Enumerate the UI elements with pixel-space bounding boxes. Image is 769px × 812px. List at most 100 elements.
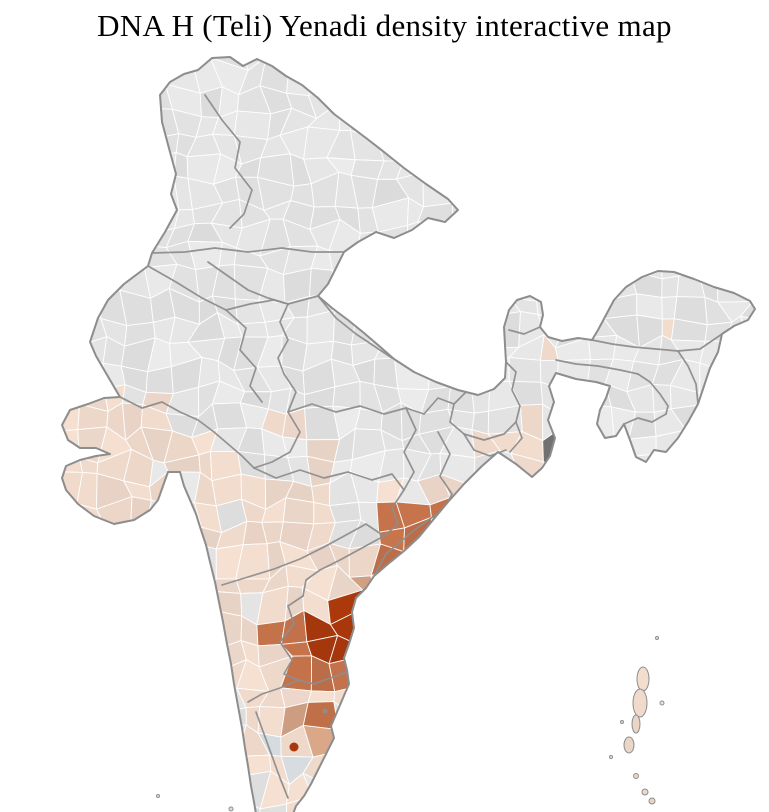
district-cell[interactable] [540, 550, 572, 573]
district-cell[interactable] [357, 799, 387, 812]
district-cell[interactable] [349, 656, 385, 689]
district-cell[interactable] [716, 449, 747, 480]
district-cell[interactable] [722, 659, 753, 684]
district-cell[interactable] [519, 68, 543, 95]
district-cell[interactable] [209, 590, 243, 617]
district-cell[interactable] [329, 269, 359, 297]
district-cell[interactable] [716, 242, 751, 271]
district-cell[interactable] [722, 640, 753, 668]
district-cell[interactable] [97, 590, 133, 624]
district-cell[interactable] [424, 341, 446, 371]
district-cell[interactable] [0, 273, 16, 302]
district-cell[interactable] [579, 663, 612, 688]
district-cell[interactable] [649, 495, 685, 525]
little-andaman[interactable] [623, 736, 635, 754]
district-cell[interactable] [106, 69, 128, 88]
district-cell[interactable] [51, 731, 79, 760]
district-cell[interactable] [738, 404, 769, 429]
district-cell[interactable] [487, 620, 515, 645]
district-cell[interactable] [695, 94, 731, 115]
district-cell[interactable] [348, 713, 386, 739]
district-cell[interactable] [375, 274, 402, 294]
district-cell[interactable] [514, 480, 543, 508]
district-cell[interactable] [190, 661, 226, 690]
district-cell[interactable] [600, 241, 632, 272]
district-cell[interactable] [14, 382, 36, 412]
district-cell[interactable] [100, 151, 131, 184]
district-cell[interactable] [623, 476, 654, 500]
district-cell[interactable] [77, 710, 104, 738]
district-cell[interactable] [395, 65, 431, 97]
islet-4[interactable] [609, 755, 613, 759]
district-cell[interactable] [446, 594, 475, 621]
district-cell[interactable] [540, 183, 572, 203]
district-cell[interactable] [33, 663, 64, 685]
district-cell[interactable] [567, 802, 588, 812]
district-cell[interactable] [720, 126, 747, 165]
district-cell[interactable] [671, 134, 705, 160]
district-cell[interactable] [657, 152, 676, 186]
district-cell[interactable] [0, 183, 11, 204]
district-cell[interactable] [655, 610, 684, 639]
district-cell[interactable] [579, 633, 615, 669]
district-cell[interactable] [78, 86, 109, 118]
district-cell[interactable] [520, 158, 544, 187]
district-cell[interactable] [360, 750, 381, 781]
district-cell[interactable] [3, 684, 37, 716]
district-cell[interactable] [418, 275, 447, 289]
district-cell[interactable] [743, 150, 769, 184]
district-cell[interactable] [14, 517, 39, 548]
district-cell[interactable] [601, 781, 629, 800]
district-cell[interactable] [624, 516, 654, 551]
district-cell[interactable] [446, 219, 472, 246]
district-cell[interactable] [486, 178, 522, 200]
district-cell[interactable] [28, 312, 65, 348]
district-cell[interactable] [661, 275, 680, 298]
district-cell[interactable] [3, 188, 34, 202]
district-cell[interactable] [50, 550, 85, 571]
district-cell[interactable] [486, 160, 524, 187]
district-cell[interactable] [469, 176, 503, 211]
district-cell[interactable] [372, 103, 410, 141]
district-cell[interactable] [674, 612, 700, 637]
district-cell[interactable] [488, 224, 518, 255]
district-cell[interactable] [509, 751, 549, 780]
district-cell[interactable] [402, 87, 431, 108]
district-cell[interactable] [190, 639, 225, 670]
district-cell[interactable] [603, 293, 638, 320]
district-cell[interactable] [491, 41, 520, 74]
district-cell[interactable] [28, 341, 66, 371]
district-cell[interactable] [554, 658, 586, 688]
district-cell[interactable] [584, 449, 610, 481]
district-cell[interactable] [424, 312, 443, 345]
district-cell[interactable] [699, 752, 720, 780]
district-cell[interactable] [565, 287, 587, 325]
district-cell[interactable] [350, 275, 386, 297]
district-cell[interactable] [6, 341, 28, 369]
district-cell[interactable] [678, 451, 706, 482]
district-cell[interactable] [0, 150, 15, 188]
district-cell[interactable] [424, 135, 455, 162]
islet-2[interactable] [620, 720, 624, 724]
district-cell[interactable] [492, 572, 524, 588]
district-cell[interactable] [740, 659, 767, 688]
district-cell[interactable] [163, 747, 198, 780]
district-cell[interactable] [623, 563, 654, 594]
district-cell[interactable] [417, 776, 453, 810]
district-cell[interactable] [309, 795, 334, 812]
district-cell[interactable] [78, 111, 105, 130]
district-cell[interactable] [514, 505, 543, 534]
district-cell[interactable] [676, 272, 706, 298]
district-cell[interactable] [471, 301, 497, 323]
district-cell[interactable] [149, 752, 176, 781]
district-cell[interactable] [128, 771, 152, 808]
district-cell[interactable] [605, 438, 634, 457]
district-cell[interactable] [0, 616, 9, 647]
district-cell[interactable] [521, 665, 539, 688]
district-cell[interactable] [698, 392, 731, 406]
district-cell[interactable] [120, 590, 156, 624]
district-cell[interactable] [704, 321, 733, 342]
district-cell[interactable] [698, 246, 718, 274]
district-cell[interactable] [492, 751, 520, 780]
